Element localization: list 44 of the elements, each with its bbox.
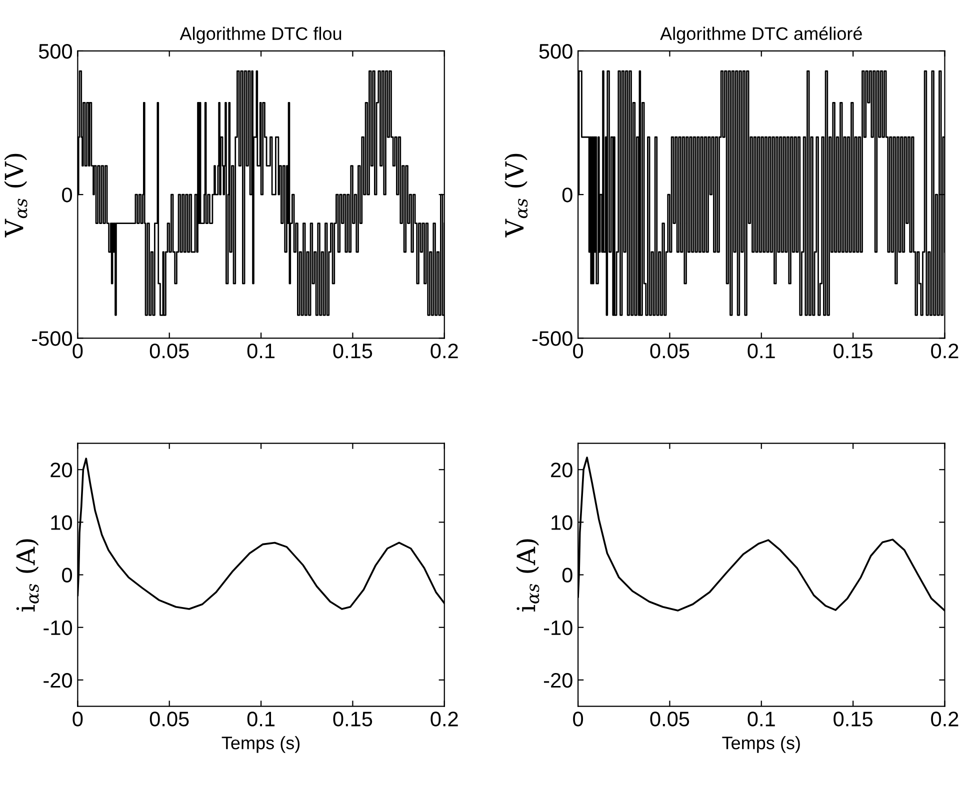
y-tick-label: -20 — [544, 672, 572, 688]
y-tick-label: 0 — [562, 188, 572, 202]
y-axis-title: i$_{αs}$ (A) — [16, 539, 39, 612]
x-tick-label: 0.1 — [748, 344, 775, 358]
x-tick-label: 0.05 — [150, 712, 189, 726]
y-tick-label: -500 — [532, 331, 572, 346]
x-tick-label: 0 — [72, 712, 83, 726]
x-axis-title: Temps (s) — [222, 736, 300, 753]
x-tick-label: 0 — [573, 344, 584, 358]
x-tick-label: 0.15 — [834, 344, 872, 358]
y-tick-label: -10 — [44, 620, 72, 636]
y-tick-label: 20 — [551, 462, 572, 478]
x-tick-label: 0.05 — [650, 712, 690, 726]
x-tick-label: 0 — [72, 344, 83, 358]
y-tick-label: 500 — [38, 44, 72, 59]
x-tick-label: 0.15 — [333, 712, 372, 726]
y-axis-title: i$_{αs}$ (A) — [516, 539, 540, 612]
chart-title: Algorithme DTC amélioré — [660, 26, 862, 44]
y-tick-label: 0 — [562, 568, 572, 583]
x-tick-label: 0.1 — [748, 712, 775, 726]
x-tick-label: 0.15 — [834, 712, 872, 726]
x-axis-title: Temps (s) — [722, 736, 800, 753]
y-tick-label: -20 — [44, 672, 72, 688]
x-tick-label: 0.2 — [430, 344, 458, 358]
y-tick-label: 0 — [62, 188, 72, 202]
y-tick-label: -10 — [544, 620, 572, 636]
y-tick-label: 10 — [552, 515, 572, 530]
x-tick-label: 0.2 — [931, 712, 958, 726]
y-tick-label: 10 — [51, 515, 72, 530]
y-tick-label: -500 — [32, 331, 72, 346]
y-tick-label: 500 — [539, 44, 572, 59]
y-axis-title: V$_{αs}$ (V) — [504, 154, 528, 238]
y-tick-label: 20 — [50, 462, 72, 478]
chart-title: Algorithme DTC flou — [180, 26, 342, 44]
x-tick-label: 0.05 — [150, 344, 189, 358]
x-tick-label: 0.15 — [333, 344, 372, 358]
x-tick-label: 0.05 — [650, 344, 690, 358]
x-tick-label: 0 — [573, 712, 584, 726]
y-tick-label: 0 — [62, 568, 72, 583]
x-tick-label: 0.2 — [430, 712, 458, 726]
y-axis-title: V$_{αs}$ (V) — [4, 154, 28, 238]
x-tick-label: 0.1 — [247, 344, 274, 358]
x-tick-label: 0.1 — [247, 712, 274, 726]
x-tick-label: 0.2 — [931, 344, 958, 358]
